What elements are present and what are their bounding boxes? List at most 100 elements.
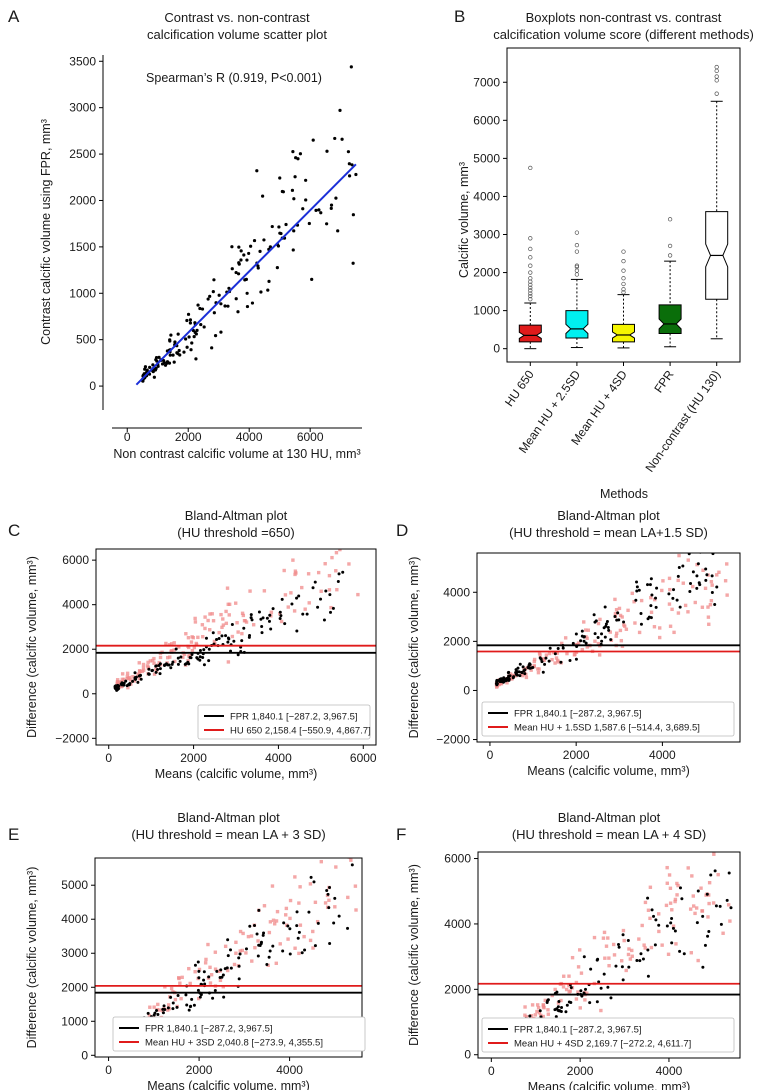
red-point <box>179 996 183 1001</box>
black-point <box>269 627 273 631</box>
black-point <box>282 921 286 925</box>
y-tick-label: 4000 <box>444 917 471 931</box>
red-point <box>585 645 589 649</box>
red-point <box>288 898 293 903</box>
red-point <box>622 938 626 943</box>
red-point <box>308 882 313 886</box>
red-point <box>578 948 582 952</box>
red-point <box>550 993 554 998</box>
plot-area <box>477 553 740 689</box>
y-axis-label: Contrast calcific volume using FPR, mm³ <box>39 119 53 345</box>
black-point <box>615 618 619 622</box>
data-point <box>298 152 303 156</box>
red-point <box>541 1014 545 1019</box>
data-point <box>194 332 198 336</box>
red-point <box>224 609 228 614</box>
red-point <box>307 601 311 605</box>
red-point <box>618 628 623 633</box>
red-point <box>630 954 634 958</box>
data-point <box>242 253 246 257</box>
black-point <box>606 625 610 629</box>
x-tick-label: FPR <box>651 367 676 395</box>
chart-title-line: Contrast vs. non-contrast <box>164 10 310 25</box>
black-point <box>157 664 161 668</box>
data-point <box>292 229 296 233</box>
data-point <box>304 178 308 182</box>
red-point <box>142 668 146 673</box>
y-tick-label: 0 <box>463 683 470 697</box>
red-point <box>576 990 580 994</box>
red-point <box>250 959 254 963</box>
red-point <box>270 884 275 888</box>
red-point <box>120 677 125 682</box>
red-point <box>623 624 627 628</box>
black-point <box>136 680 140 684</box>
black-point <box>634 598 638 602</box>
red-point <box>639 598 644 603</box>
y-tick-label: 0 <box>89 379 96 393</box>
black-point <box>617 942 621 946</box>
red-point <box>126 685 130 690</box>
chart-title-line: (HU threshold =650) <box>177 525 294 540</box>
red-point <box>325 840 328 843</box>
y-tick-label: 2000 <box>443 634 470 648</box>
red-point <box>612 953 617 957</box>
red-point <box>319 589 323 593</box>
data-point <box>280 189 284 194</box>
red-point <box>546 1008 550 1012</box>
red-point <box>632 600 636 604</box>
y-tick-label: 1000 <box>61 1014 88 1028</box>
red-point <box>648 885 653 889</box>
red-point <box>225 586 230 590</box>
red-point <box>643 900 648 905</box>
red-point <box>706 605 710 609</box>
black-point <box>114 686 118 690</box>
red-point <box>586 628 591 632</box>
black-point <box>202 663 206 667</box>
data-point <box>266 288 270 292</box>
data-point <box>259 290 263 294</box>
box-1 <box>518 165 542 350</box>
flier <box>714 91 719 96</box>
black-point <box>507 670 511 674</box>
plot-area <box>96 541 376 692</box>
red-point <box>522 670 527 674</box>
red-point <box>691 584 695 589</box>
black-point <box>675 598 679 602</box>
black-point <box>268 613 272 617</box>
red-point <box>601 936 606 940</box>
red-point <box>206 942 210 947</box>
black-point <box>215 638 219 642</box>
black-point <box>244 947 248 951</box>
black-point <box>350 863 354 867</box>
data-point <box>245 304 250 309</box>
red-point <box>535 1009 539 1014</box>
x-tick-label: HU 650 <box>502 367 537 409</box>
red-point <box>643 946 647 950</box>
red-point <box>181 655 185 660</box>
red-point <box>289 541 292 544</box>
black-point <box>688 590 692 594</box>
black-point <box>271 944 275 948</box>
red-point <box>660 943 664 947</box>
red-point <box>243 619 247 623</box>
red-point <box>137 677 142 681</box>
red-point <box>505 681 509 685</box>
flier <box>621 258 626 264</box>
black-point <box>278 610 282 614</box>
red-point <box>347 562 351 566</box>
red-point <box>603 956 607 960</box>
red-point <box>693 600 697 605</box>
red-point <box>553 661 557 665</box>
red-point <box>693 911 697 916</box>
black-point <box>495 678 499 682</box>
red-point <box>235 621 239 625</box>
black-point <box>242 626 246 630</box>
data-point <box>178 353 182 357</box>
y-tick-label: 0 <box>464 1048 471 1062</box>
black-point <box>554 1015 558 1019</box>
black-point <box>528 666 532 670</box>
black-point <box>607 628 611 632</box>
y-tick-label: 2000 <box>69 193 96 207</box>
flier <box>528 263 533 268</box>
